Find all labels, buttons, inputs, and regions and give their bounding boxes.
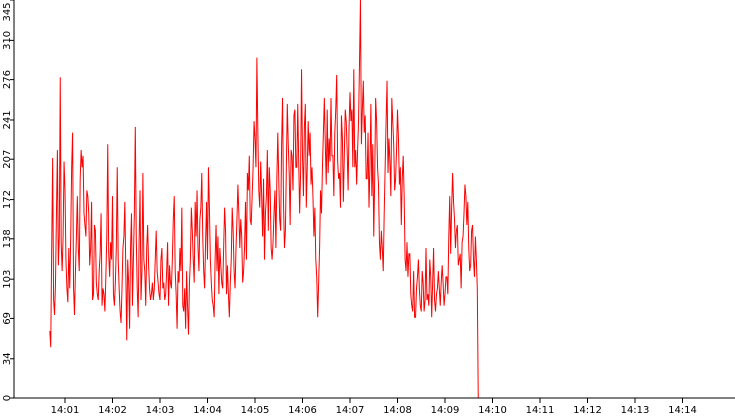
x-tick-label: 14:10: [478, 405, 507, 415]
x-tick-label: 14:14: [668, 405, 697, 415]
x-tick-label: 14:13: [621, 405, 650, 415]
y-tick-label: 34: [2, 352, 13, 365]
series-line: [49, 0, 479, 399]
y-tick-label: 241: [2, 110, 13, 129]
y-tick-label: 276: [2, 70, 13, 89]
x-tick-label: 14:02: [98, 405, 127, 415]
x-tick-label: 14:06: [288, 405, 317, 415]
x-tick-label: 14:08: [383, 405, 412, 415]
x-tick-label: 14:12: [573, 405, 602, 415]
x-tick-label: 14:05: [241, 405, 270, 415]
series-layer: [49, 0, 479, 399]
y-tick-label: 0: [2, 395, 13, 401]
y-tick-label: 138: [2, 229, 13, 248]
y-tick-label: 310: [2, 31, 13, 50]
y-tick-label: 172: [2, 190, 13, 209]
x-tick-label: 14:07: [336, 405, 365, 415]
x-tick-label: 14:01: [51, 405, 80, 415]
x-axis-ticks: 14:01 14:02 14:03 14:04 14:05 14:06 14:07 14:08…: [51, 398, 697, 416]
y-tick-label: 69: [2, 312, 13, 325]
x-tick-label: 14:04: [193, 405, 222, 415]
x-tick-label: 14:11: [526, 405, 555, 415]
y-tick-label: 345: [2, 2, 13, 21]
x-tick-label: 14:03: [146, 405, 175, 415]
y-axis-ticks: 0 34 69 103 138 172 207 241 276 310 345: [2, 0, 14, 401]
y-tick-label: 103: [2, 270, 13, 289]
y-tick-label: 207: [2, 150, 13, 169]
x-tick-label: 14:09: [431, 405, 460, 415]
